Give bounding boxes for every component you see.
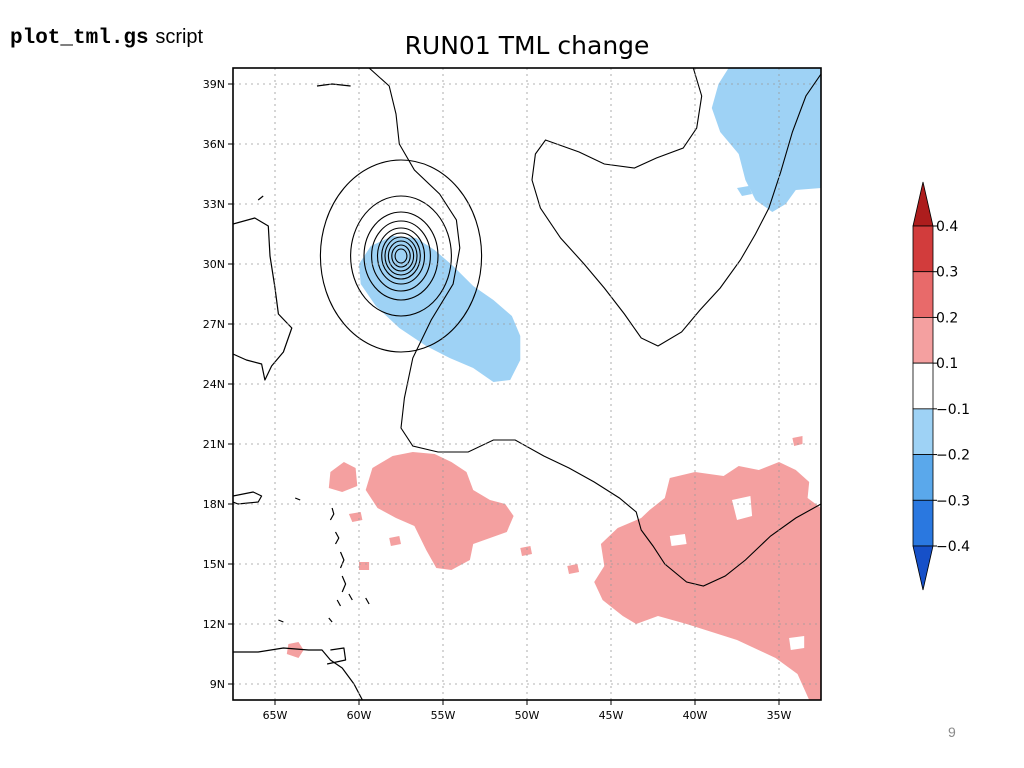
coastline-13 bbox=[365, 597, 370, 605]
unshaded-gap-2 bbox=[732, 496, 753, 520]
cyclone-contour-8 bbox=[363, 211, 439, 301]
colorbar-label: 0.2 bbox=[936, 310, 958, 326]
cyclone-contour-1 bbox=[394, 248, 408, 264]
script-filename: plot_tml.gs bbox=[10, 27, 149, 50]
coastline-10 bbox=[336, 599, 342, 607]
colorbar-segment bbox=[912, 271, 934, 318]
x-tick-label: 55W bbox=[431, 709, 456, 722]
unshaded-gap-1 bbox=[669, 534, 687, 546]
shaded-region-warming-fleck-5 bbox=[520, 546, 532, 556]
y-tick-label: 15N bbox=[203, 558, 225, 571]
colorbar-segment bbox=[912, 317, 934, 364]
colorbar-label: −0.4 bbox=[936, 539, 970, 555]
colorbar-label: −0.2 bbox=[936, 448, 970, 464]
x-tick-label: 50W bbox=[515, 709, 540, 722]
y-tick-label: 24N bbox=[203, 378, 225, 391]
coastline-8 bbox=[339, 551, 345, 569]
coastline-11 bbox=[348, 593, 353, 601]
coastline-9 bbox=[341, 575, 347, 593]
y-tick-label: 36N bbox=[203, 138, 225, 151]
shaded-region-warming-central bbox=[365, 452, 514, 570]
coastline-3 bbox=[257, 195, 264, 201]
colorbar-segment bbox=[912, 454, 934, 501]
coastline-12 bbox=[328, 617, 333, 623]
shaded-region-warming-fleck-3 bbox=[359, 562, 370, 570]
y-tick-label: 18N bbox=[203, 498, 225, 511]
y-tick-label: 9N bbox=[210, 678, 225, 691]
zero-contour-2 bbox=[531, 68, 821, 347]
colorbar-label: 0.4 bbox=[936, 219, 958, 235]
cyclone-contour-2 bbox=[391, 244, 411, 268]
unshaded-gap-3 bbox=[789, 636, 805, 650]
axes: 65W 60W 55W 50W 45W 40W 35W 39N 36N 33N 30N 27N 24N 2… bbox=[203, 67, 822, 722]
chart-title: RUN01 TML change bbox=[405, 31, 650, 60]
x-tick-label: 45W bbox=[599, 709, 624, 722]
y-tick-label: 21N bbox=[203, 438, 225, 451]
cyclone-contour-10 bbox=[319, 159, 483, 353]
y-tick-label: 30N bbox=[203, 258, 225, 271]
cyclone-contour-3 bbox=[387, 240, 415, 272]
colorbar-segment bbox=[912, 499, 934, 547]
cyclone-contour-6 bbox=[376, 227, 426, 285]
cyclone-contour-5 bbox=[381, 232, 421, 280]
colorbar-label: 0.1 bbox=[936, 356, 958, 372]
colorbar-label: −0.1 bbox=[936, 402, 970, 418]
slide-number: 9 bbox=[948, 724, 956, 740]
heading-suffix: script bbox=[155, 26, 204, 48]
colorbar-label: −0.3 bbox=[936, 493, 970, 509]
x-tick-label: 35W bbox=[767, 709, 792, 722]
shaded-region-warming-fleck-4 bbox=[567, 564, 580, 574]
x-tick-label: 65W bbox=[263, 709, 288, 722]
y-tick-label: 12N bbox=[203, 618, 225, 631]
shaded-region-cooling-northeast bbox=[711, 68, 821, 212]
colorbar-label: 0.3 bbox=[936, 265, 958, 281]
colorbar-segment bbox=[912, 408, 934, 455]
cyclone-contour-9 bbox=[350, 195, 452, 317]
shaded-region-warming-southeast bbox=[594, 462, 821, 700]
coastline-5 bbox=[294, 497, 301, 501]
coastline-1 bbox=[316, 83, 351, 87]
coastline-6 bbox=[329, 507, 335, 521]
colorbar-segment bbox=[912, 545, 934, 591]
y-tick-label: 27N bbox=[203, 318, 225, 331]
zero-contour-1 bbox=[368, 68, 821, 587]
shaded-region-cooling-northeast-fleck bbox=[737, 186, 753, 196]
shaded-region-warming-lesser-antilles bbox=[286, 642, 304, 658]
x-tick-label: 40W bbox=[683, 709, 708, 722]
x-tick-label: 60W bbox=[347, 709, 372, 722]
slide-heading: plot_tml.gs script bbox=[10, 24, 203, 50]
coastline-15 bbox=[326, 647, 347, 665]
shaded-region-warming-west-blob bbox=[328, 462, 358, 492]
coastline-7 bbox=[334, 531, 340, 545]
shaded-region-cooling-outer bbox=[359, 236, 521, 382]
shaded-region-warming-fleck-2 bbox=[389, 536, 401, 546]
coastline-16 bbox=[278, 619, 284, 623]
colorbar-segment bbox=[912, 181, 934, 227]
coastline-2 bbox=[233, 217, 293, 381]
shaded-region-warming-fleck-6 bbox=[792, 436, 803, 446]
colorbar-segment bbox=[912, 225, 934, 273]
coastline-14 bbox=[233, 647, 363, 700]
coastline-4 bbox=[233, 491, 263, 505]
colorbar: 0.4 0.3 0.2 0.1 −0.1 −0.2 −0.3 −0.4 bbox=[912, 181, 970, 591]
cyclone-contour-4 bbox=[384, 236, 418, 276]
colorbar-segment bbox=[912, 362, 934, 410]
y-tick-label: 39N bbox=[203, 78, 225, 91]
y-tick-label: 33N bbox=[203, 198, 225, 211]
gridlines bbox=[233, 68, 821, 700]
cyclone-contour-7 bbox=[371, 220, 431, 292]
